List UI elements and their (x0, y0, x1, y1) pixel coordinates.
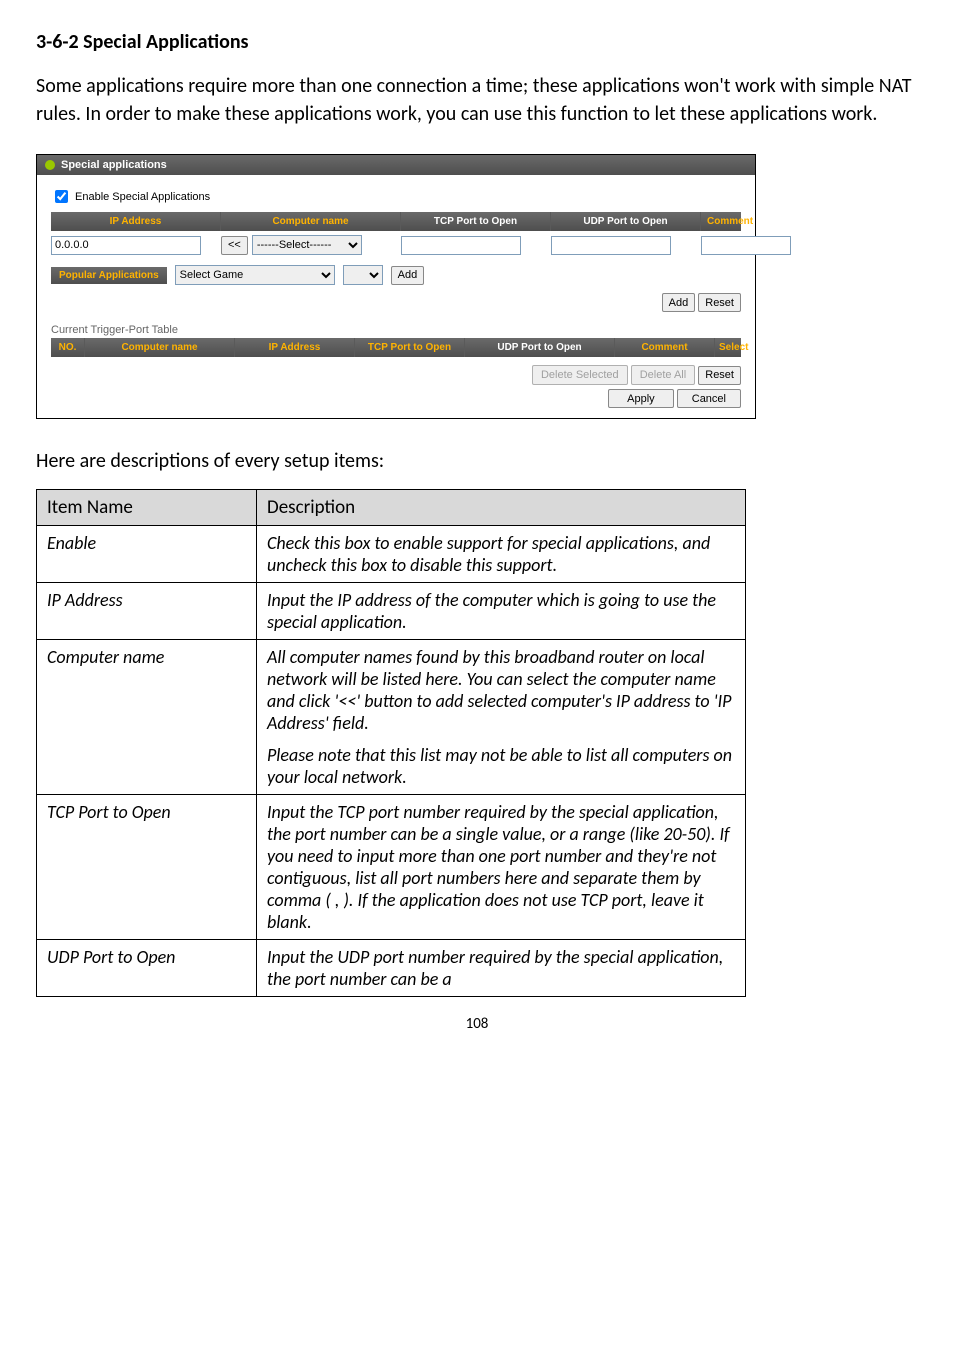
trigger-header: NO. Computer name IP Address TCP Port to… (51, 338, 741, 357)
trigger-table-title: Current Trigger-Port Table (51, 324, 741, 336)
reset-button[interactable]: Reset (698, 293, 741, 312)
popular-apps-label: Popular Applications (51, 267, 167, 284)
row-name: TCP Port to Open (37, 795, 257, 940)
trig-hdr-comment: Comment (615, 338, 715, 357)
add-button[interactable]: Add (662, 293, 696, 312)
th-item: Item Name (37, 490, 257, 526)
enable-label: Enable Special Applications (75, 191, 210, 203)
row-desc: Check this box to enable support for spe… (257, 526, 746, 583)
delete-all-button: Delete All (631, 365, 695, 385)
desc-intro: Here are descriptions of every setup ite… (36, 449, 918, 473)
page-number: 108 (36, 1015, 918, 1033)
section-heading: 3-6-2 Special Applications (36, 30, 918, 54)
description-table: Item Name Description EnableCheck this b… (36, 489, 746, 997)
trig-hdr-comp: Computer name (85, 338, 235, 357)
trig-hdr-no: NO. (51, 338, 85, 357)
panel-header: Special applications (37, 155, 755, 175)
shift-left-button[interactable]: << (221, 236, 248, 255)
popular-apps-select[interactable]: Select Game (175, 265, 335, 285)
panel-title: Special applications (61, 159, 167, 171)
trig-hdr-ip: IP Address (235, 338, 355, 357)
delete-selected-button: Delete Selected (532, 365, 628, 385)
hdr-ip: IP Address (51, 212, 221, 231)
enable-checkbox[interactable] (55, 190, 68, 203)
udp-port-input[interactable] (551, 236, 671, 255)
intro-paragraph: Some applications require more than one … (36, 72, 918, 128)
grid-header: IP Address Computer name TCP Port to Ope… (51, 212, 741, 231)
row-desc: Input the UDP port number required by th… (257, 940, 746, 997)
row-name: Enable (37, 526, 257, 583)
th-desc: Description (257, 490, 746, 526)
footer-reset-button[interactable]: Reset (698, 366, 741, 385)
special-applications-panel: Special applications Enable Special Appl… (36, 154, 756, 419)
ip-input[interactable] (51, 236, 201, 255)
hdr-comment: Comment (701, 212, 759, 231)
grid-row: << ------Select------ (51, 231, 741, 259)
popular-apps-aux-select[interactable] (343, 265, 383, 285)
popular-add-button[interactable]: Add (391, 266, 425, 285)
trig-hdr-udp: UDP Port to Open (465, 338, 615, 357)
trig-hdr-tcp: TCP Port to Open (355, 338, 465, 357)
hdr-udp: UDP Port to Open (551, 212, 701, 231)
hdr-tcp: TCP Port to Open (401, 212, 551, 231)
bullet-icon (45, 160, 55, 170)
row-name: Computer name (37, 640, 257, 795)
trig-hdr-select: Select (715, 338, 752, 357)
comment-input[interactable] (701, 236, 791, 255)
tcp-port-input[interactable] (401, 236, 521, 255)
row-desc: All computer names found by this broadba… (257, 640, 746, 795)
row-desc: Input the IP address of the computer whi… (257, 583, 746, 640)
row-name: UDP Port to Open (37, 940, 257, 997)
hdr-computer: Computer name (221, 212, 401, 231)
cancel-button[interactable]: Cancel (677, 389, 741, 408)
row-name: IP Address (37, 583, 257, 640)
computer-select[interactable]: ------Select------ (252, 235, 362, 255)
apply-button[interactable]: Apply (608, 389, 674, 408)
row-desc: Input the TCP port number required by th… (257, 795, 746, 940)
